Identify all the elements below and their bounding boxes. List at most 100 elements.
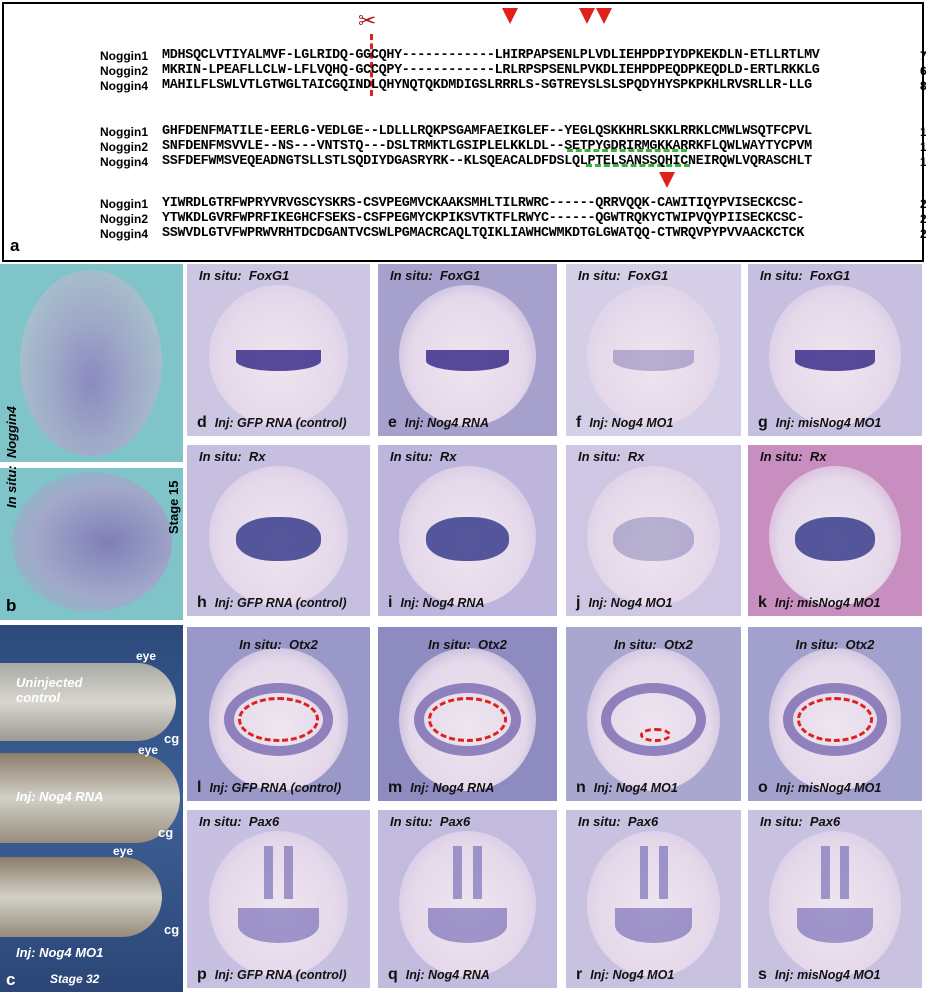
- injection-label: h Inj: GFP RNA (control): [197, 594, 346, 612]
- injection-text: Inj: Nog4 RNA: [410, 781, 495, 795]
- panel-n: In situ: Otx2 n Inj: Nog4 MO1: [566, 627, 741, 801]
- expression-band: [613, 516, 694, 562]
- divider: [0, 462, 183, 468]
- otx2-dashed-outline: [639, 727, 671, 742]
- embryo: [587, 465, 720, 606]
- sequence-length: 143: [920, 139, 926, 154]
- stage-label: Stage 32: [50, 972, 100, 986]
- sequence-length: 82: [920, 78, 926, 93]
- expression-ring: [223, 682, 334, 756]
- insitu-label: In situ: Rx: [199, 449, 266, 464]
- sequence-name: Noggin1: [100, 48, 148, 63]
- sequence: SNFDENFMSVVLE--NS---VNTSTQ---DSLTRMKTLGS…: [162, 139, 812, 154]
- panel-c: eye eye eye cg cg cg Uninjected control …: [0, 625, 183, 992]
- alignment-row: Noggin4 SSWVDLGTVFWPRWVRHTDCDGANTVCSWLPGM…: [100, 226, 926, 241]
- alignment-row: Noggin4 SSFDEFWMSVEQEADNGTSLLSTLSQDIYDGAS…: [100, 154, 926, 169]
- sequence-name: Noggin4: [100, 78, 148, 93]
- panel-g: In situ: FoxG1 g Inj: misNog4 MO1: [748, 264, 922, 436]
- eye-label: eye: [138, 743, 159, 757]
- panel-letter: l: [197, 779, 202, 796]
- panel-letter: d: [197, 414, 207, 431]
- insitu-label: In situ: FoxG1: [760, 268, 851, 283]
- expression-stripe: [283, 845, 294, 899]
- embryo: [587, 284, 720, 426]
- expression-stripe: [639, 845, 649, 899]
- injection-text: Inj: Nog4 RNA: [405, 968, 490, 982]
- sequence-name: Noggin2: [100, 211, 148, 226]
- alignment-row: Noggin1 YIWRDLGTRFWPRYVRVGSCYSKRS-CSVPEGM…: [100, 196, 926, 211]
- injection-label: r Inj: Nog4 MO1: [576, 966, 674, 984]
- injection-text: Inj: Nog4 RNA: [404, 416, 489, 430]
- sequence-length: 222: [920, 196, 926, 211]
- injection-text: Inj: misNog4 MO1: [774, 968, 881, 982]
- insitu-label: In situ: Otx2: [428, 637, 507, 652]
- red-arrowhead-icon: [579, 8, 595, 24]
- expression-ring: [782, 682, 888, 756]
- panel-s: In situ: Pax6 s Inj: misNog4 MO1: [748, 810, 922, 988]
- expression-band: [613, 350, 694, 371]
- injection-text: Inj: Nog4 MO1: [589, 416, 674, 430]
- panel-label-c: c: [6, 970, 16, 989]
- panel-letter: r: [576, 966, 583, 983]
- sequence-length: 164: [920, 154, 926, 169]
- expression-band: [426, 516, 509, 562]
- sequence: GHFDENFMATILE-EERLG-VEDLGE--LDLLLRQKPSGA…: [162, 124, 812, 139]
- sequence: YIWRDLGTRFWPRYVRVGSCYSKRS-CSVPEGMVCKAAKS…: [162, 196, 805, 211]
- expression-stripe: [658, 845, 668, 899]
- injection-text: Inj: GFP RNA (control): [214, 596, 347, 610]
- panel-letter: o: [758, 779, 768, 796]
- tadpole-nog4-mo1: [0, 857, 162, 937]
- injection-label: s Inj: misNog4 MO1: [758, 966, 880, 984]
- injection-text: Inj: Nog4 MO1: [588, 596, 673, 610]
- expression-band: [238, 907, 319, 944]
- nls-dashed-line: [567, 149, 687, 152]
- nls-dashed-line: [586, 164, 690, 167]
- panel-letter: m: [388, 779, 403, 796]
- injection-label: f Inj: Nog4 MO1: [576, 414, 673, 432]
- expression-band: [796, 907, 874, 944]
- red-arrowhead-icon: [502, 8, 518, 24]
- injection-label: p Inj: GFP RNA (control): [197, 966, 346, 984]
- expression-band: [428, 907, 507, 944]
- embryo-lateral: [12, 472, 172, 612]
- panel-h: In situ: Rx h Inj: GFP RNA (control): [187, 445, 370, 616]
- injection-text: Inj: Nog4 MO1: [590, 968, 675, 982]
- expression-band: [794, 350, 875, 371]
- injection-text: Inj: Nog4 MO1: [593, 781, 678, 795]
- insitu-label: In situ: Pax6: [578, 814, 659, 829]
- panel-i: In situ: Rx i Inj: Nog4 RNA: [378, 445, 557, 616]
- sequence-name: Noggin4: [100, 226, 148, 241]
- injection-label: e Inj: Nog4 RNA: [388, 414, 489, 432]
- sequence-length: 246: [920, 226, 926, 241]
- injection-text: Inj: misNog4 MO1: [774, 596, 881, 610]
- injection-label: k Inj: misNog4 MO1: [758, 594, 880, 612]
- alignment-block: Noggin1 YIWRDLGTRFWPRYVRVGSCYSKRS-CSVPEGM…: [100, 196, 926, 241]
- insitu-label: In situ: Otx2: [614, 637, 693, 652]
- panel-letter: f: [576, 414, 582, 431]
- cg-label: cg: [158, 825, 174, 840]
- injection-text: Inj: GFP RNA (control): [209, 781, 342, 795]
- alignment-block: Noggin1 MDHSQCLVTIYALMVF-LGLRIDQ-GGCQHY--…: [100, 48, 926, 93]
- sequence: MAHILFLSWLVTLGTWGLTAICGQINDLQHYNQTQKDMDI…: [162, 78, 812, 93]
- panel-m: In situ: Otx2 m Inj: Nog4 RNA: [378, 627, 557, 801]
- embryo: [768, 831, 902, 978]
- injection-label: q Inj: Nog4 RNA: [388, 966, 490, 984]
- injection-label: n Inj: Nog4 MO1: [576, 779, 678, 797]
- panel-l: In situ: Otx2 l Inj: GFP RNA (control): [187, 627, 370, 801]
- insitu-label: In situ: FoxG1: [199, 268, 290, 283]
- panel-label-a: a: [10, 236, 20, 255]
- injection-text: Inj: misNog4 MO1: [775, 416, 882, 430]
- injection-text: Inj: misNog4 MO1: [775, 781, 882, 795]
- panel-f: In situ: FoxG1 f Inj: Nog4 MO1: [566, 264, 741, 436]
- uninjected-label: Uninjected control: [16, 675, 83, 705]
- eye-label: eye: [136, 649, 157, 663]
- otx2-dashed-outline: [428, 696, 507, 742]
- expression-stripe: [840, 845, 849, 899]
- otx2-dashed-outline: [238, 696, 319, 742]
- panel-letter: n: [576, 779, 586, 796]
- injection-label: l Inj: GFP RNA (control): [197, 779, 341, 797]
- sequence-name: Noggin2: [100, 139, 148, 154]
- panel-letter: i: [388, 594, 393, 611]
- sequence-name: Noggin4: [100, 154, 148, 169]
- sequence-length: 69: [920, 63, 926, 78]
